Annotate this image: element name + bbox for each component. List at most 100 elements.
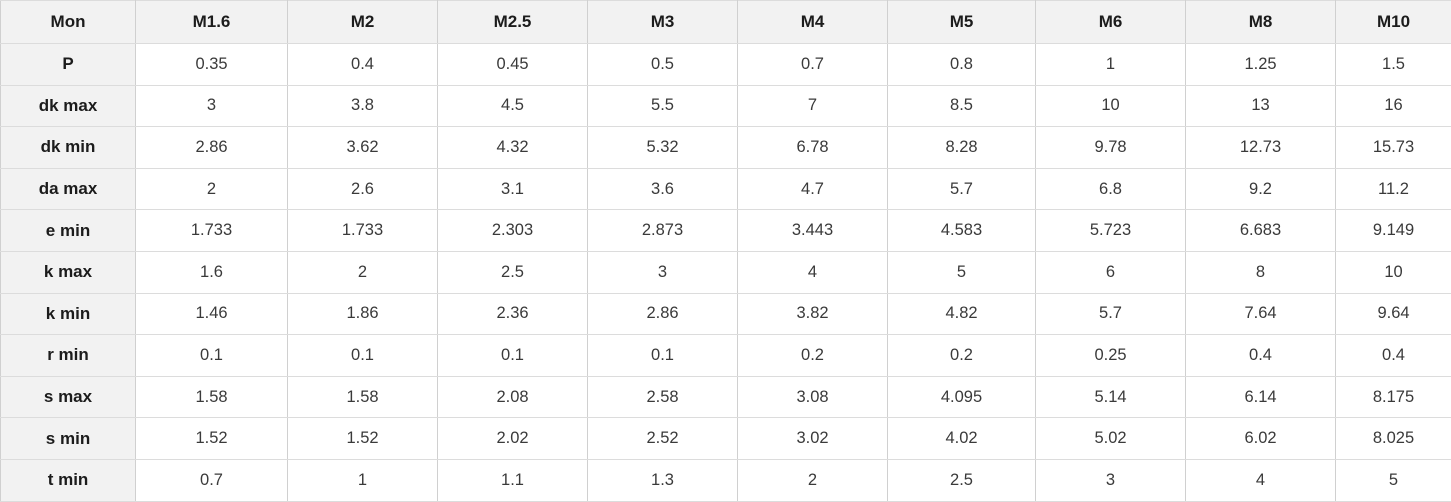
value-cell: 0.45 bbox=[438, 44, 588, 86]
value-cell: 2.36 bbox=[438, 293, 588, 335]
value-cell: 6.14 bbox=[1186, 376, 1336, 418]
column-header: M5 bbox=[888, 1, 1036, 44]
value-cell: 9.78 bbox=[1036, 127, 1186, 169]
row-label: r min bbox=[1, 335, 136, 377]
value-cell: 4.32 bbox=[438, 127, 588, 169]
value-cell: 8.28 bbox=[888, 127, 1036, 169]
value-cell: 4.5 bbox=[438, 85, 588, 127]
value-cell: 0.1 bbox=[438, 335, 588, 377]
value-cell: 2 bbox=[738, 459, 888, 501]
value-cell: 10 bbox=[1336, 251, 1451, 293]
value-cell: 3.6 bbox=[588, 168, 738, 210]
value-cell: 3.443 bbox=[738, 210, 888, 252]
column-header: M6 bbox=[1036, 1, 1186, 44]
value-cell: 2.5 bbox=[888, 459, 1036, 501]
row-label: dk min bbox=[1, 127, 136, 169]
value-cell: 4.82 bbox=[888, 293, 1036, 335]
column-header: M2 bbox=[288, 1, 438, 44]
value-cell: 2.86 bbox=[588, 293, 738, 335]
value-cell: 1.58 bbox=[288, 376, 438, 418]
row-label: P bbox=[1, 44, 136, 86]
value-cell: 1.733 bbox=[288, 210, 438, 252]
corner-header: Mon bbox=[1, 1, 136, 44]
value-cell: 16 bbox=[1336, 85, 1451, 127]
value-cell: 5.02 bbox=[1036, 418, 1186, 460]
column-header: M8 bbox=[1186, 1, 1336, 44]
value-cell: 9.149 bbox=[1336, 210, 1451, 252]
row-label: e min bbox=[1, 210, 136, 252]
value-cell: 3.02 bbox=[738, 418, 888, 460]
value-cell: 7 bbox=[738, 85, 888, 127]
value-cell: 4 bbox=[1186, 459, 1336, 501]
value-cell: 15.73 bbox=[1336, 127, 1451, 169]
value-cell: 6.683 bbox=[1186, 210, 1336, 252]
value-cell: 6.78 bbox=[738, 127, 888, 169]
value-cell: 3.8 bbox=[288, 85, 438, 127]
value-cell: 0.35 bbox=[136, 44, 288, 86]
value-cell: 3 bbox=[1036, 459, 1186, 501]
value-cell: 1.733 bbox=[136, 210, 288, 252]
row-label: k min bbox=[1, 293, 136, 335]
row-label: s max bbox=[1, 376, 136, 418]
value-cell: 2.58 bbox=[588, 376, 738, 418]
value-cell: 0.4 bbox=[1186, 335, 1336, 377]
row-label: t min bbox=[1, 459, 136, 501]
value-cell: 0.5 bbox=[588, 44, 738, 86]
value-cell: 1.25 bbox=[1186, 44, 1336, 86]
value-cell: 4.583 bbox=[888, 210, 1036, 252]
value-cell: 2.02 bbox=[438, 418, 588, 460]
value-cell: 9.2 bbox=[1186, 168, 1336, 210]
value-cell: 4 bbox=[738, 251, 888, 293]
value-cell: 3.82 bbox=[738, 293, 888, 335]
column-header: M4 bbox=[738, 1, 888, 44]
value-cell: 4.7 bbox=[738, 168, 888, 210]
value-cell: 0.7 bbox=[136, 459, 288, 501]
value-cell: 1.3 bbox=[588, 459, 738, 501]
row-label: s min bbox=[1, 418, 136, 460]
value-cell: 0.1 bbox=[288, 335, 438, 377]
value-cell: 2.303 bbox=[438, 210, 588, 252]
value-cell: 0.7 bbox=[738, 44, 888, 86]
value-cell: 0.4 bbox=[288, 44, 438, 86]
value-cell: 1.1 bbox=[438, 459, 588, 501]
value-cell: 7.64 bbox=[1186, 293, 1336, 335]
value-cell: 3.1 bbox=[438, 168, 588, 210]
value-cell: 8.025 bbox=[1336, 418, 1451, 460]
value-cell: 2.08 bbox=[438, 376, 588, 418]
row-label: k max bbox=[1, 251, 136, 293]
value-cell: 5 bbox=[888, 251, 1036, 293]
value-cell: 6.8 bbox=[1036, 168, 1186, 210]
value-cell: 3 bbox=[136, 85, 288, 127]
value-cell: 1.52 bbox=[288, 418, 438, 460]
value-cell: 2 bbox=[288, 251, 438, 293]
value-cell: 0.2 bbox=[738, 335, 888, 377]
value-cell: 0.25 bbox=[1036, 335, 1186, 377]
value-cell: 5.14 bbox=[1036, 376, 1186, 418]
row-label: dk max bbox=[1, 85, 136, 127]
value-cell: 8.5 bbox=[888, 85, 1036, 127]
row-label: da max bbox=[1, 168, 136, 210]
value-cell: 5.7 bbox=[888, 168, 1036, 210]
value-cell: 1.58 bbox=[136, 376, 288, 418]
value-cell: 0.1 bbox=[588, 335, 738, 377]
value-cell: 13 bbox=[1186, 85, 1336, 127]
column-header: M2.5 bbox=[438, 1, 588, 44]
value-cell: 12.73 bbox=[1186, 127, 1336, 169]
value-cell: 1.52 bbox=[136, 418, 288, 460]
value-cell: 5.32 bbox=[588, 127, 738, 169]
value-cell: 2.86 bbox=[136, 127, 288, 169]
value-cell: 0.2 bbox=[888, 335, 1036, 377]
value-cell: 1.86 bbox=[288, 293, 438, 335]
